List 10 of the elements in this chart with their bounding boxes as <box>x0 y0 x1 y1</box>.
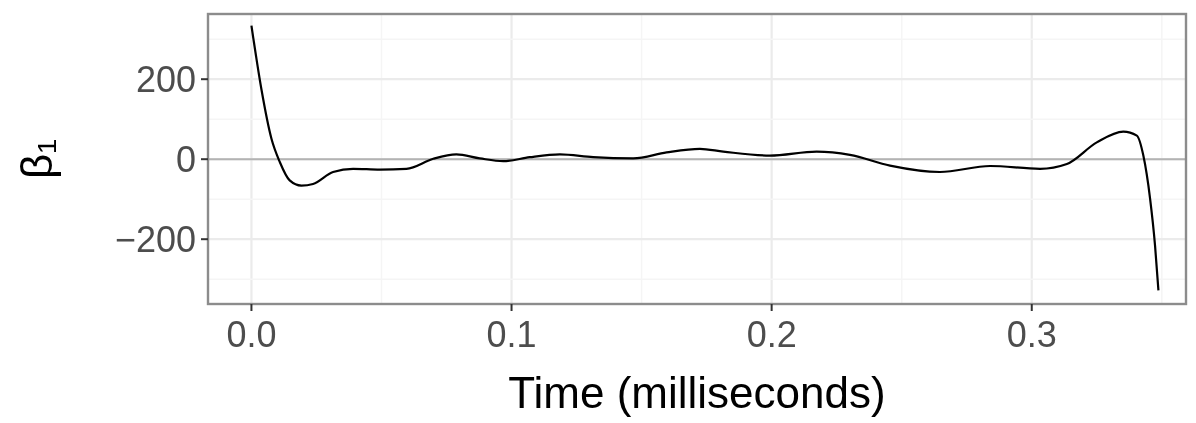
x-axis-title: Time (milliseconds) <box>508 368 886 417</box>
x-tick-label: 0.2 <box>746 314 797 355</box>
y-tick-label: 200 <box>135 59 196 101</box>
y-tick-label: −200 <box>114 219 196 261</box>
line-series <box>250 24 1160 292</box>
y-axis-title: β₁ <box>12 138 61 180</box>
x-tick-label: 0.0 <box>226 314 277 355</box>
x-tick-label: 0.1 <box>486 314 537 355</box>
y-tick-label: 0 <box>175 139 196 181</box>
x-tick-label: 0.3 <box>1006 314 1057 355</box>
